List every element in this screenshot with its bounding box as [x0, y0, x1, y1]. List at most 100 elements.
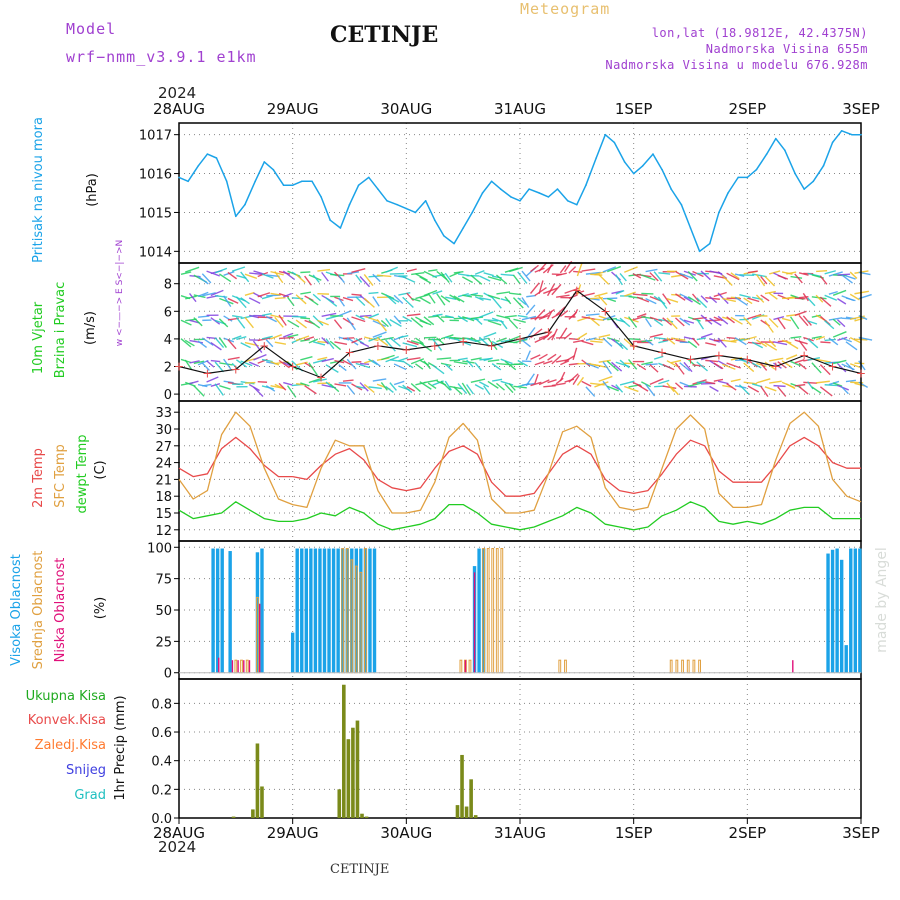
cloud-mid-bar	[686, 659, 690, 674]
y-tick-label: 12	[155, 524, 172, 539]
cloud-high-bar	[215, 548, 220, 673]
pressure-point	[510, 196, 512, 198]
cloud-high-bar	[260, 548, 264, 673]
precip-total-bar	[342, 684, 346, 818]
cloud-high-bar	[313, 548, 318, 673]
temp-ylabel-dewpt: dewpt Temp	[75, 434, 90, 513]
cloud-mid-bar	[495, 548, 499, 674]
y-tick-label: 0	[164, 667, 172, 682]
y-tick-label: 15	[155, 507, 172, 522]
pressure-point	[794, 172, 796, 175]
cloud-high-bar	[830, 549, 835, 673]
y-tick-label: 1015	[139, 206, 172, 221]
pressure-point	[812, 180, 815, 183]
pressure-point	[311, 180, 313, 183]
y-tick-label: 100	[147, 541, 172, 556]
model-name: wrf−nmm_v3.9.1 e1km	[66, 48, 257, 66]
cloud-high-bar	[300, 548, 304, 673]
cloud-mid-bar	[564, 659, 567, 674]
temp-ylabel-unit: (C)	[93, 460, 108, 479]
pressure-point	[718, 211, 720, 214]
y-tick-label: 0	[164, 388, 172, 403]
pressure-point	[661, 168, 663, 171]
temp-dewpt-line	[178, 501, 861, 531]
pressure-point	[556, 188, 559, 190]
pressure-point	[727, 192, 729, 194]
wind-gust-marker: +	[373, 339, 383, 353]
pressure-point	[698, 250, 701, 253]
pressure-point	[689, 227, 692, 229]
pressure-point	[831, 141, 834, 144]
pressure-point	[225, 180, 228, 183]
pressure-point	[300, 180, 303, 183]
x-tick-label-top: 1SEP	[615, 100, 653, 118]
wind-gust-marker: +	[487, 339, 497, 353]
pressure-point	[803, 188, 805, 190]
y-tick-label: 27	[155, 440, 172, 455]
wind-gust-marker: +	[856, 366, 866, 380]
cloud-mid-bar	[240, 659, 243, 674]
cloud-high-bar	[228, 551, 232, 673]
precip-total-bar	[364, 816, 369, 818]
precip-total-bar	[460, 754, 464, 818]
pressure-point	[585, 184, 587, 187]
pressure-point	[396, 203, 399, 206]
y-tick-label: 24	[155, 457, 172, 472]
cloud-mid-bar	[675, 659, 679, 674]
wind-ylabel-1: 10m Vjetar	[31, 301, 46, 374]
cloud-low-bar	[237, 660, 239, 673]
precip-total-bar	[260, 786, 264, 818]
cloud-mid-bar	[698, 659, 701, 674]
wind-gust-marker: +	[316, 371, 326, 385]
y-tick-label: 30	[155, 423, 172, 438]
pressure-point	[178, 176, 180, 179]
pressure-point	[244, 203, 246, 206]
temp-ylabel-2m: 2m Temp	[31, 448, 46, 508]
precip-total-bar	[351, 727, 355, 818]
wind-compass-label: w <−—−> E S<−|−>N	[115, 240, 125, 346]
precip-legend-total: Ukupna Kisa	[26, 689, 106, 704]
wind-gust-marker: +	[288, 360, 298, 374]
pressure-point	[765, 153, 768, 155]
precip-total-bar	[355, 720, 360, 818]
cloud-high-bar	[340, 548, 345, 673]
cloud-ylabel-unit: (%)	[93, 597, 108, 620]
wind-gust-marker: +	[572, 284, 582, 298]
wind-gust-marker: +	[344, 346, 354, 360]
wind-gust-marker: +	[600, 304, 610, 318]
cloud-high-bar	[368, 548, 372, 673]
y-tick-label: 0.8	[151, 697, 172, 712]
wind-gust-marker: +	[771, 360, 781, 374]
x-tick-label-top: 28AUG	[153, 100, 205, 118]
cloud-ylabel-mid: Srednja Oblacnost	[31, 551, 46, 670]
cloud-high-bar	[345, 548, 349, 673]
cloud-low-bar	[231, 660, 234, 673]
pressure-point	[755, 168, 758, 171]
cloud-high-bar	[331, 548, 336, 673]
cloud-low-bar	[464, 660, 467, 673]
y-tick-label: 0.0	[151, 812, 172, 827]
cloud-low-bar	[792, 660, 794, 673]
x-tick-label-bottom: 29AUG	[267, 824, 319, 842]
pressure-point	[282, 184, 285, 187]
precip-total-bar	[473, 815, 478, 818]
year-top: 2024	[158, 84, 197, 102]
cloud-high-bar	[350, 548, 354, 673]
pressure-point	[386, 199, 388, 202]
pressure-point	[433, 219, 436, 222]
pressure-ylabel-1: Pritisak na nivou mora	[31, 117, 46, 263]
precip-total-bar	[346, 739, 351, 818]
pressure-point	[566, 199, 569, 202]
chart-title: CETINJE	[330, 22, 439, 48]
cloud-low-bar	[259, 603, 261, 673]
temp-2m-line	[178, 436, 861, 497]
pressure-point	[737, 176, 740, 179]
pressure-point	[348, 203, 351, 206]
cloud-high-bar	[481, 548, 486, 673]
wind-gust-marker: +	[799, 348, 809, 362]
product-title: Meteogram	[520, 0, 611, 18]
cloud-mid-bar	[692, 659, 696, 674]
wind-gust-marker: +	[401, 343, 411, 357]
x-tick-label-bottom: 1SEP	[615, 824, 653, 842]
wind-gust-marker: +	[259, 339, 269, 353]
